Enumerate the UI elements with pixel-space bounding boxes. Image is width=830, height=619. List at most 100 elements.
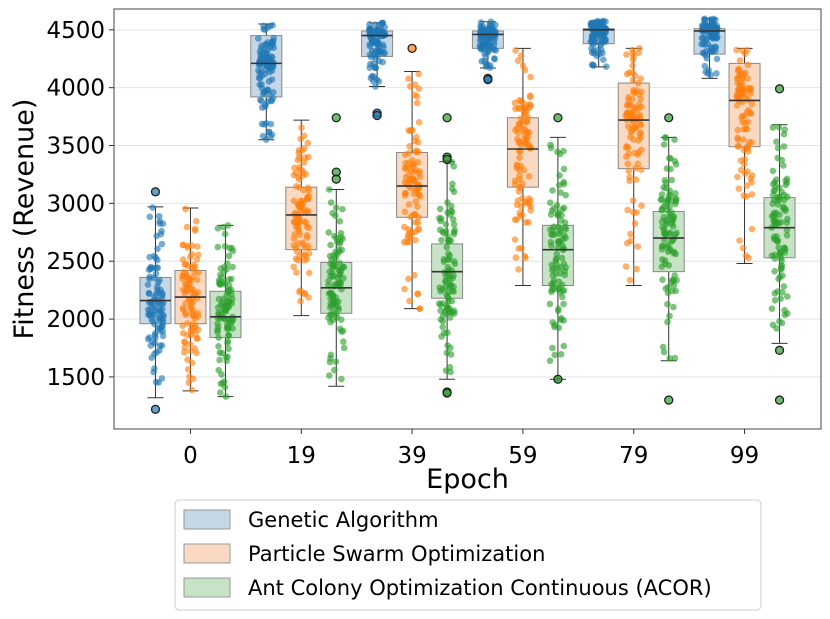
data-point bbox=[624, 239, 631, 247]
data-point bbox=[625, 101, 632, 109]
data-point bbox=[490, 41, 498, 48]
data-point bbox=[741, 155, 749, 163]
data-point bbox=[775, 219, 783, 227]
data-point bbox=[444, 305, 452, 312]
data-point bbox=[158, 375, 166, 382]
data-point bbox=[257, 96, 264, 104]
data-point bbox=[261, 26, 269, 33]
outlier-point bbox=[483, 74, 493, 85]
data-point bbox=[217, 281, 224, 288]
outlier-point bbox=[442, 113, 452, 123]
data-point bbox=[665, 283, 672, 291]
data-point bbox=[194, 335, 201, 342]
data-point bbox=[442, 221, 450, 228]
data-point bbox=[325, 277, 332, 285]
data-point bbox=[331, 366, 338, 374]
data-point bbox=[624, 160, 632, 168]
data-point bbox=[748, 225, 756, 233]
data-point bbox=[155, 212, 163, 220]
data-point bbox=[769, 321, 777, 329]
data-point bbox=[735, 185, 743, 192]
data-point bbox=[291, 231, 299, 238]
data-point bbox=[405, 171, 412, 179]
data-point bbox=[437, 217, 444, 225]
data-point bbox=[189, 375, 197, 383]
data-point bbox=[483, 62, 491, 69]
data-point bbox=[225, 324, 232, 331]
data-point bbox=[667, 155, 674, 162]
data-point bbox=[179, 322, 186, 330]
data-point bbox=[701, 16, 708, 24]
data-point bbox=[744, 75, 751, 82]
data-point bbox=[773, 138, 780, 145]
data-point bbox=[188, 250, 196, 258]
data-point bbox=[267, 43, 275, 51]
data-point bbox=[295, 147, 303, 154]
data-point bbox=[629, 62, 636, 70]
data-point bbox=[156, 307, 163, 314]
data-point bbox=[557, 264, 564, 271]
data-point bbox=[557, 351, 565, 358]
x-tick-label: 99 bbox=[730, 443, 759, 469]
data-point bbox=[401, 179, 409, 186]
data-point bbox=[739, 244, 747, 252]
data-point bbox=[194, 251, 202, 258]
data-point bbox=[407, 127, 414, 134]
data-point bbox=[379, 58, 387, 66]
data-point bbox=[338, 375, 345, 383]
data-point bbox=[734, 173, 741, 181]
data-point bbox=[445, 256, 453, 263]
axis-layer: 1500 2000 2500 3000 3500 4000 4500 0 19 39 59 79 99 bbox=[46, 18, 759, 469]
legend-swatch bbox=[183, 543, 231, 564]
data-point bbox=[369, 35, 377, 43]
data-point bbox=[302, 252, 309, 259]
data-point bbox=[449, 309, 456, 316]
data-point bbox=[224, 297, 231, 305]
data-point bbox=[517, 52, 525, 60]
data-point bbox=[188, 299, 196, 307]
data-point bbox=[300, 159, 308, 166]
data-point bbox=[744, 148, 752, 155]
data-point bbox=[412, 148, 420, 156]
legend-label: Particle Swarm Optimization bbox=[248, 542, 545, 566]
data-point bbox=[330, 252, 337, 259]
data-point bbox=[515, 266, 522, 273]
outlier-point bbox=[407, 43, 417, 53]
data-point bbox=[775, 123, 783, 131]
outlier-point bbox=[774, 345, 785, 355]
data-point bbox=[415, 191, 423, 199]
data-point bbox=[214, 243, 222, 251]
data-point bbox=[295, 240, 302, 247]
data-point bbox=[777, 266, 785, 273]
data-point bbox=[182, 205, 189, 213]
data-point bbox=[296, 252, 304, 259]
data-point bbox=[411, 271, 418, 279]
data-point bbox=[151, 365, 158, 372]
data-point bbox=[748, 179, 755, 186]
data-point bbox=[600, 33, 607, 40]
outlier-point bbox=[774, 395, 785, 405]
legend: Genetic Algorithm Particle Swarm Optimiza… bbox=[174, 499, 762, 611]
median-layer bbox=[139, 29, 796, 318]
data-point bbox=[637, 129, 645, 136]
outlier-point bbox=[150, 187, 161, 197]
data-point bbox=[401, 208, 409, 216]
legend-label: Ant Colony Optimization Continuous (ACOR… bbox=[248, 576, 712, 600]
data-point bbox=[482, 41, 490, 49]
data-point bbox=[744, 61, 752, 69]
data-point bbox=[744, 168, 751, 175]
data-point bbox=[270, 34, 278, 42]
data-point bbox=[709, 47, 716, 55]
data-point bbox=[305, 242, 312, 250]
data-point bbox=[335, 248, 343, 256]
data-point bbox=[298, 124, 305, 131]
data-point bbox=[225, 345, 232, 353]
data-point bbox=[638, 146, 645, 153]
y-tick-label: 2000 bbox=[46, 307, 105, 333]
data-point bbox=[194, 243, 201, 250]
data-point bbox=[546, 300, 554, 308]
data-point bbox=[406, 83, 414, 90]
outlier-point bbox=[553, 374, 563, 384]
data-point bbox=[214, 225, 222, 232]
data-point bbox=[670, 214, 677, 222]
